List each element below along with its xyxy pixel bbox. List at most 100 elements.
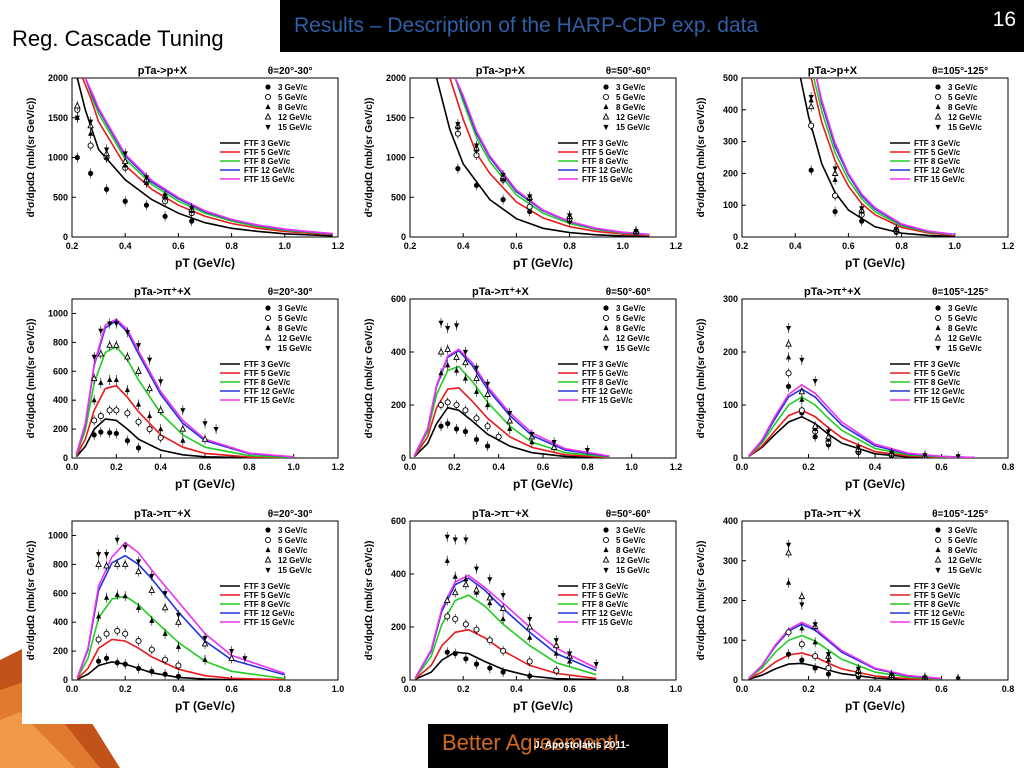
legend-line-label: FTF 3 GeV/c — [582, 582, 629, 591]
data-point — [113, 560, 121, 567]
y-tick-label: 500 — [391, 192, 406, 202]
chart-pim-50-60: 0 200 400 600 0.0 0.2 0.4 0.6 0.8 1.0 pT (GeV/c) d²… — [364, 508, 682, 713]
y-tick-label: 600 — [53, 588, 68, 598]
y-tick-label: 0 — [401, 453, 406, 463]
x-tick-label: 0.0 — [736, 462, 749, 472]
data-point — [832, 176, 838, 182]
data-point — [444, 557, 450, 563]
charts-grid: 0 500 1000 1500 2000 0.2 0.4 0.6 0.8 1.0 1.2 pT (Ge… — [22, 60, 1024, 724]
legend-label: 12 GeV/c — [278, 556, 312, 565]
data-point — [229, 648, 235, 655]
data-point — [889, 672, 895, 678]
data-point — [785, 339, 792, 347]
data-point — [98, 379, 104, 385]
x-tick-label: 0.0 — [66, 684, 79, 694]
data-point — [506, 416, 514, 424]
legend-label: 12 GeV/c — [616, 556, 650, 565]
data-point — [473, 566, 480, 572]
y-axis-label: d²σ/dpdΩ (mb/(sr GeV/c)) — [696, 541, 707, 661]
legend-label: 3 GeV/c — [278, 304, 308, 313]
data-point — [438, 320, 444, 326]
legend-label: 12 GeV/c — [616, 334, 650, 343]
data-point — [114, 591, 120, 597]
legend-line-label: FTF 5 GeV/c — [914, 369, 961, 378]
data-point — [462, 407, 469, 414]
legend-line-label: FTF 3 GeV/c — [582, 360, 629, 369]
y-tick-label: 1000 — [48, 308, 68, 318]
data-point — [228, 654, 235, 661]
slide-title: Results – Description of the HARP-CDP ex… — [294, 14, 759, 37]
x-tick-label: 0.6 — [935, 684, 948, 694]
data-point — [122, 151, 128, 157]
legend-marker — [265, 527, 271, 533]
y-tick-label: 300 — [723, 137, 738, 147]
x-axis-label: pT (GeV/c) — [513, 477, 573, 491]
legend-line-label: FTF 15 GeV/c — [244, 396, 295, 405]
legend-line-label: FTF 5 GeV/c — [582, 591, 629, 600]
data-point — [135, 559, 142, 565]
legend-marker — [264, 93, 272, 101]
legend-marker — [934, 93, 942, 101]
data-point — [158, 425, 164, 432]
data-point — [507, 410, 513, 417]
x-tick-label: 0.4 — [869, 684, 882, 694]
y-tick-label: 2000 — [48, 73, 68, 83]
legend-line-label: FTF 12 GeV/c — [914, 387, 965, 396]
x-tick-label: 1.0 — [287, 462, 300, 472]
data-point — [922, 453, 928, 458]
legend-label: 3 GeV/c — [616, 526, 646, 535]
legend-marker — [602, 314, 610, 322]
series-line-1 — [75, 384, 294, 458]
data-point — [444, 613, 451, 620]
data-point — [157, 434, 164, 441]
x-axis-label: pT (GeV/c) — [175, 699, 235, 713]
data-point — [96, 552, 102, 558]
legend-marker — [935, 124, 941, 131]
data-point — [88, 170, 94, 176]
data-point — [122, 198, 128, 204]
data-point — [135, 418, 142, 425]
data-point — [808, 122, 815, 129]
data-point — [553, 650, 559, 656]
y-tick-label: 0 — [63, 453, 68, 463]
x-tick-label: 0.4 — [869, 462, 882, 472]
data-point — [146, 426, 153, 433]
data-point — [487, 665, 493, 671]
x-tick-label: 0.6 — [537, 462, 550, 472]
legend-line-label: FTF 12 GeV/c — [582, 166, 633, 175]
legend-line-label: FTF 8 GeV/c — [914, 378, 961, 387]
legend-marker — [265, 567, 271, 574]
series-line-4 — [413, 348, 610, 457]
legend-marker — [265, 103, 271, 110]
data-point — [146, 357, 153, 363]
legend-line-label: FTF 15 GeV/c — [914, 618, 965, 627]
data-point — [567, 651, 573, 657]
series-line-0 — [435, 78, 650, 237]
legend-label: 3 GeV/c — [616, 83, 646, 92]
legend-label: 5 GeV/c — [616, 93, 646, 102]
data-point — [189, 206, 195, 212]
data-point — [453, 323, 460, 329]
data-point — [103, 186, 110, 192]
data-point — [135, 665, 142, 672]
data-point — [785, 383, 792, 390]
data-point — [526, 658, 533, 665]
data-point — [473, 374, 480, 382]
data-point — [452, 650, 458, 657]
data-point — [437, 401, 445, 409]
data-point — [462, 349, 469, 356]
data-point — [593, 662, 599, 668]
data-point — [955, 676, 961, 680]
legend-label: 5 GeV/c — [616, 314, 646, 323]
data-point — [202, 635, 208, 642]
x-axis-label: pT (GeV/c) — [513, 256, 573, 270]
data-point — [955, 454, 961, 458]
data-point — [445, 420, 451, 427]
y-tick-label: 2000 — [386, 73, 406, 83]
data-point — [189, 218, 195, 224]
data-point — [107, 321, 113, 327]
legend-line-label: FTF 15 GeV/c — [582, 396, 633, 405]
data-point — [785, 629, 792, 636]
data-point — [507, 425, 513, 431]
x-tick-label: 0.6 — [172, 241, 185, 251]
